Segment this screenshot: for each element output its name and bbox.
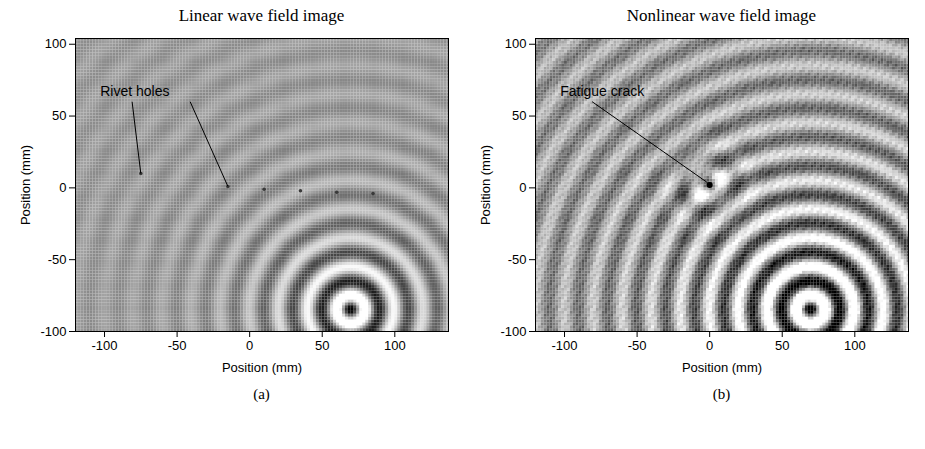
svg-text:-50: -50 xyxy=(168,338,187,353)
html-text:(a): (a) xyxy=(253,386,270,402)
html-text:(b): (b) xyxy=(712,386,731,402)
svg-text:-100: -100 xyxy=(552,338,578,353)
svg-text:50: 50 xyxy=(315,338,329,353)
svg-text:Position (mm): Position (mm) xyxy=(18,145,33,225)
svg-text:50: 50 xyxy=(775,338,789,353)
svg-text:100: 100 xyxy=(505,36,527,51)
svg-text:Position (mm): Position (mm) xyxy=(478,145,493,225)
svg-text:-50: -50 xyxy=(48,252,67,267)
svg-text:100: 100 xyxy=(844,338,866,353)
svg-text:Position (mm): Position (mm) xyxy=(682,360,762,375)
svg-text:0: 0 xyxy=(59,180,66,195)
svg-text:Position (mm): Position (mm) xyxy=(222,360,302,375)
svg-text:0: 0 xyxy=(246,338,253,353)
svg-text:50: 50 xyxy=(512,108,526,123)
svg-text:0: 0 xyxy=(519,180,526,195)
svg-text:-50: -50 xyxy=(508,252,527,267)
html-text:Linear wave field image: Linear wave field image xyxy=(178,6,345,25)
svg-text:Rivet holes: Rivet holes xyxy=(100,83,169,99)
svg-text:100: 100 xyxy=(45,36,67,51)
svg-text:-100: -100 xyxy=(92,338,118,353)
svg-text:50: 50 xyxy=(52,108,66,123)
svg-text:-100: -100 xyxy=(40,324,66,339)
svg-text:-50: -50 xyxy=(628,338,647,353)
html-text:Nonlinear wave field image: Nonlinear wave field image xyxy=(626,6,817,25)
svg-text:-100: -100 xyxy=(500,324,526,339)
svg-text:0: 0 xyxy=(706,338,713,353)
svg-text:Fatigue crack: Fatigue crack xyxy=(560,83,645,99)
svg-text:100: 100 xyxy=(384,338,406,353)
